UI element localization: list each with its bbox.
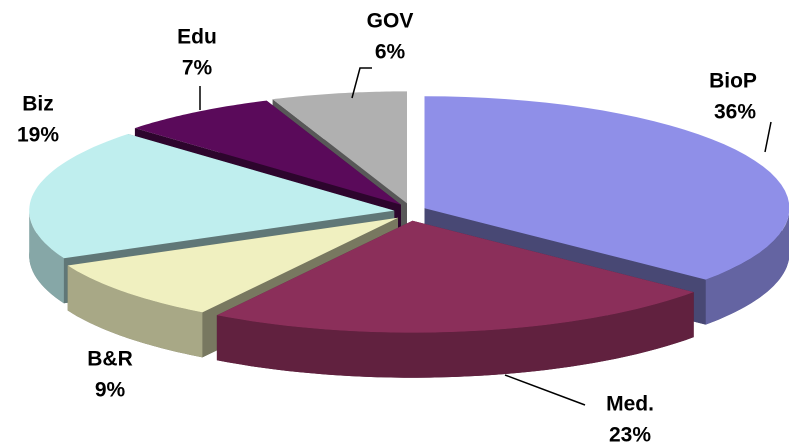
slice-label: BioP [709, 70, 757, 93]
leader-line [764, 121, 772, 153]
slice-label: B&R [87, 348, 133, 371]
value-label: 6% [375, 41, 406, 64]
slice [216, 220, 694, 378]
value-label: 36% [714, 101, 756, 124]
slice-wall [29, 210, 64, 304]
slice-label: Biz [22, 93, 54, 116]
leader-line [351, 67, 372, 99]
slice-top [272, 91, 407, 204]
slice-top [29, 134, 395, 259]
slice-wall [67, 265, 203, 358]
slice-wall [705, 214, 789, 325]
slice-label: Med. [606, 393, 654, 416]
slice-top [134, 100, 401, 205]
slice-top [424, 96, 789, 280]
value-label: 19% [17, 124, 59, 147]
value-label: 7% [182, 57, 213, 80]
value-label: 9% [95, 379, 126, 402]
slice-wall [216, 292, 694, 378]
leader-line [504, 374, 586, 406]
slice-label: GOV [367, 10, 414, 33]
value-label: 23% [609, 424, 651, 445]
slice-top [216, 220, 694, 333]
slice-top [67, 217, 398, 313]
slice-label: Edu [177, 26, 217, 49]
